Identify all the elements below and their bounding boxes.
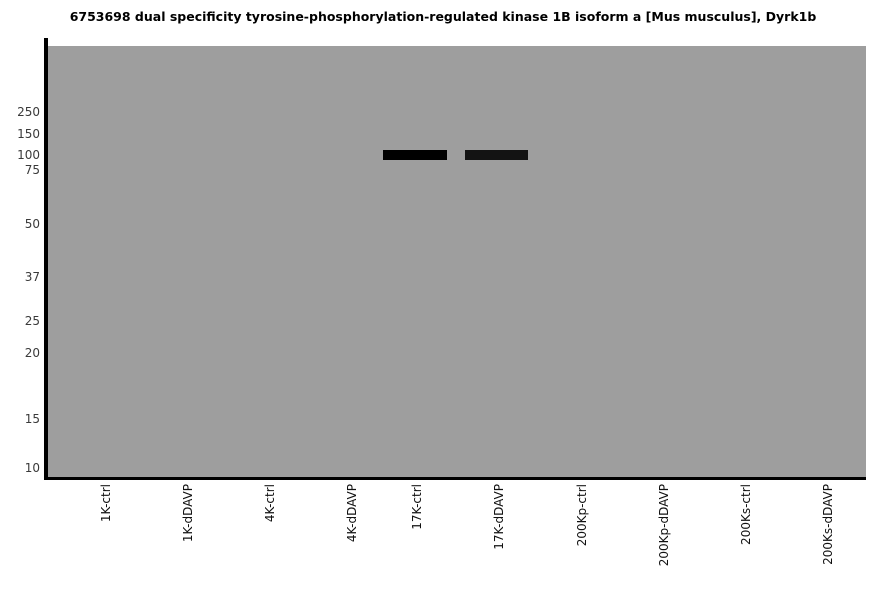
lane-tick-label-text: 200Ks-ctrl: [739, 484, 753, 545]
gel-band: [465, 150, 528, 160]
lane-tick-label-text: 200Ks-dDAVP: [821, 484, 835, 565]
gel-band: [383, 150, 447, 160]
mw-tick-label: 100: [17, 148, 40, 162]
mw-tick-label: 75: [24, 163, 40, 177]
lane-tick-label: 4K-dDAVP: [345, 484, 359, 543]
lane-tick-label-text: 200Kp-dDAVP: [657, 484, 671, 567]
mw-tick-label: 25: [24, 314, 40, 328]
y-axis-spine: [44, 38, 48, 480]
mw-tick-label: 150: [17, 127, 40, 141]
lane-tick-label: 17K-dDAVP: [492, 484, 506, 550]
mw-tick-label: 250: [17, 105, 40, 119]
lane-tick-label: 1K-ctrl: [99, 484, 113, 523]
molecular-weight-axis: 250 150 100 75 50 37 25 20 15 10: [0, 0, 44, 595]
mw-tick-label: 20: [24, 346, 40, 360]
lane-tick-label: 200Kp-ctrl: [575, 484, 589, 547]
gel-panel-background: [48, 46, 866, 478]
mw-tick-label: 50: [24, 217, 40, 231]
lane-tick-label-text: 17K-ctrl: [410, 484, 424, 530]
lane-tick-label: 200Ks-dDAVP: [821, 484, 835, 565]
lane-tick-label: 200Kp-dDAVP: [657, 484, 671, 567]
lane-tick-label: 17K-ctrl: [410, 484, 424, 530]
lane-tick-label: 4K-ctrl: [263, 484, 277, 523]
mw-tick-label: 37: [24, 270, 40, 284]
page-title: 6753698 dual specificity tyrosine-phosph…: [69, 9, 817, 24]
lane-tick-label-text: 4K-ctrl: [263, 484, 277, 523]
lane-tick-label-text: 17K-dDAVP: [492, 484, 506, 550]
lane-tick-label-text: 200Kp-ctrl: [575, 484, 589, 547]
lane-tick-label: 1K-dDAVP: [181, 484, 195, 543]
lane-tick-label-text: 1K-dDAVP: [181, 484, 195, 543]
lane-tick-label-text: 4K-dDAVP: [345, 484, 359, 543]
lane-tick-label: 200Ks-ctrl: [739, 484, 753, 545]
x-axis-spine: [44, 477, 866, 480]
mw-tick-label: 10: [24, 461, 40, 475]
lane-tick-label-text: 1K-ctrl: [99, 484, 113, 523]
mw-tick-label: 15: [24, 412, 40, 426]
